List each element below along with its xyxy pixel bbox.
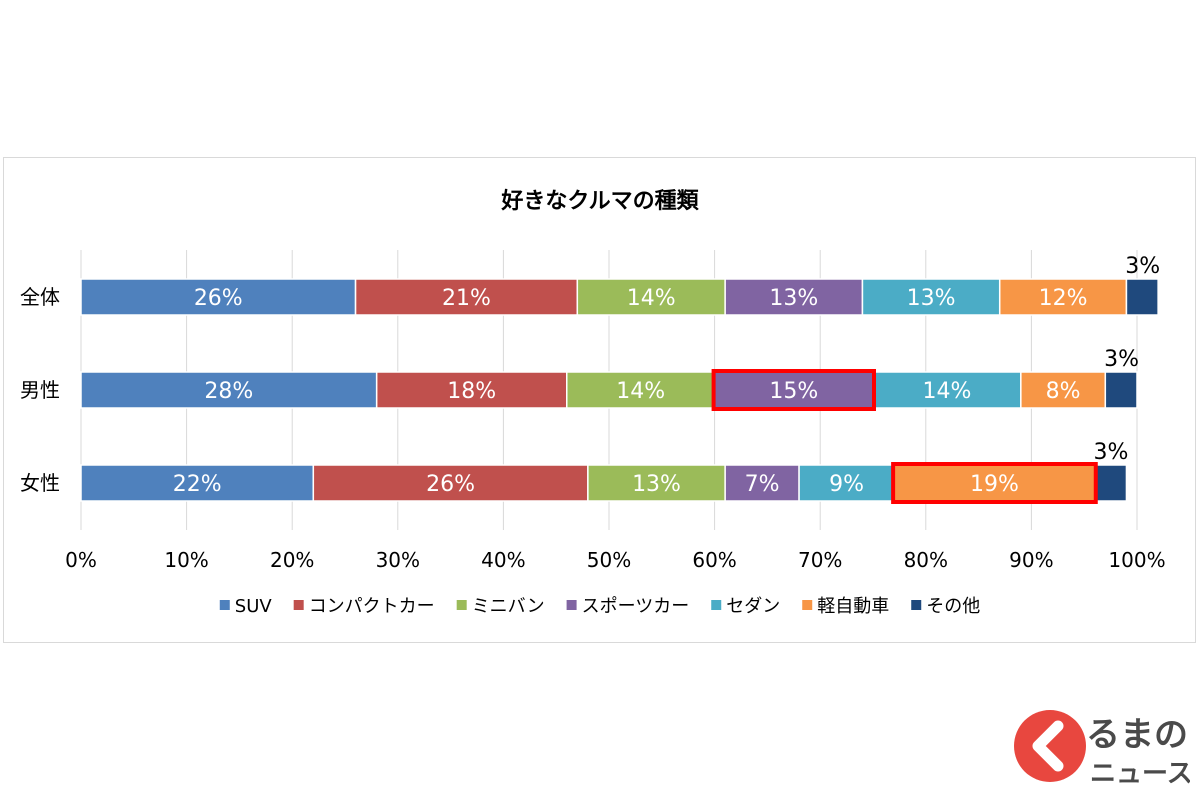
- x-tick-label: 90%: [1009, 548, 1053, 572]
- x-tick-label: 30%: [376, 548, 420, 572]
- logo-text-top: るまの: [1086, 715, 1188, 755]
- x-tick-label: 60%: [692, 548, 736, 572]
- data-label: 9%: [829, 472, 864, 497]
- data-label: 19%: [970, 472, 1019, 497]
- category-label: 全体: [20, 285, 60, 309]
- chart-title: 好きなクルマの種類: [500, 188, 699, 214]
- x-tick-label: 80%: [904, 548, 948, 572]
- x-tick-label: 50%: [587, 548, 631, 572]
- bar-segment: [375, 371, 568, 409]
- data-label: 14%: [922, 379, 971, 404]
- bar-segment: [861, 278, 1001, 316]
- legend-swatch: [293, 600, 304, 610]
- bar-segment: [1104, 371, 1138, 409]
- category-label: 女性: [20, 471, 60, 495]
- data-label: 13%: [907, 286, 956, 311]
- bar-segment: [798, 464, 895, 502]
- data-label: 3%: [1104, 347, 1139, 372]
- data-label: 3%: [1125, 254, 1160, 279]
- data-label: 22%: [173, 472, 222, 497]
- data-label: 12%: [1039, 286, 1088, 311]
- bar-segment: [80, 464, 315, 502]
- bar-segment: [713, 371, 874, 409]
- highlight-box: [891, 462, 1098, 504]
- logo-chevron-icon: [1032, 720, 1064, 772]
- bar-segment: [80, 371, 378, 409]
- highlight-boxes: [711, 369, 1098, 504]
- data-labels: 26% 21% 14% 13% 13% 12% 3% 28% 18% 14% 15% 14% 8% 3% 2…: [173, 254, 1160, 497]
- data-label: 3%: [1094, 440, 1129, 465]
- legend-swatch: [911, 600, 922, 610]
- logo-text-bottom: ニュース: [1090, 759, 1190, 789]
- bar-segment: [724, 464, 800, 502]
- kurumanonews-logo: るまの ニュース: [1014, 710, 1190, 789]
- x-axis-tick-labels: 0% 10% 20% 30% 40% 50% 60% 70% 80% 90% 100%: [65, 548, 1165, 572]
- data-label: 21%: [442, 286, 491, 311]
- data-label: 14%: [616, 379, 665, 404]
- legend-swatch: [566, 600, 577, 610]
- legend-label: スポーツカー: [582, 596, 690, 617]
- data-label: 14%: [627, 286, 676, 311]
- data-label: 28%: [204, 379, 253, 404]
- bar-segment: [576, 278, 726, 316]
- bar-segment: [872, 371, 1022, 409]
- data-label: 8%: [1046, 379, 1081, 404]
- legend-label: ミニバン: [472, 596, 545, 617]
- x-tick-label: 70%: [798, 548, 842, 572]
- legend-label: その他: [926, 596, 980, 617]
- legend-swatch: [802, 600, 813, 610]
- legend-label: SUV: [235, 596, 273, 617]
- legend-swatch: [219, 600, 230, 610]
- bar-segment: [724, 278, 864, 316]
- bar-segment: [998, 278, 1128, 316]
- legend-label: コンパクトカー: [309, 596, 435, 617]
- legend: SUV コンパクトカー ミニバン スポーツカー セダン 軽自動車 その他: [219, 596, 980, 617]
- legend-label: 軽自動車: [817, 596, 889, 617]
- bar-segment: [1020, 371, 1107, 409]
- data-label: 15%: [769, 379, 818, 404]
- logo-circle-icon: [1014, 710, 1086, 782]
- bar-segment: [1125, 278, 1159, 316]
- data-label: 13%: [769, 286, 818, 311]
- x-tick-label: 40%: [481, 548, 525, 572]
- x-tick-label: 100%: [1108, 548, 1165, 572]
- data-label: 26%: [194, 286, 243, 311]
- data-label: 26%: [426, 472, 475, 497]
- x-tick-label: 10%: [164, 548, 208, 572]
- highlight-box: [711, 369, 876, 411]
- legend-swatch: [711, 600, 722, 610]
- data-label: 13%: [632, 472, 681, 497]
- bar-segment: [1094, 464, 1128, 502]
- bars: [80, 278, 1159, 502]
- bar-segment: [587, 464, 726, 502]
- category-label: 男性: [20, 378, 60, 402]
- x-tick-label: 0%: [65, 548, 97, 572]
- bar-segment: [566, 371, 716, 409]
- data-label: 7%: [745, 472, 780, 497]
- legend-swatch: [456, 600, 467, 610]
- x-tick-label: 20%: [270, 548, 314, 572]
- legend-label: セダン: [726, 596, 780, 617]
- data-label: 18%: [447, 379, 496, 404]
- bar-segment: [312, 464, 589, 502]
- bar-segment: [80, 278, 357, 316]
